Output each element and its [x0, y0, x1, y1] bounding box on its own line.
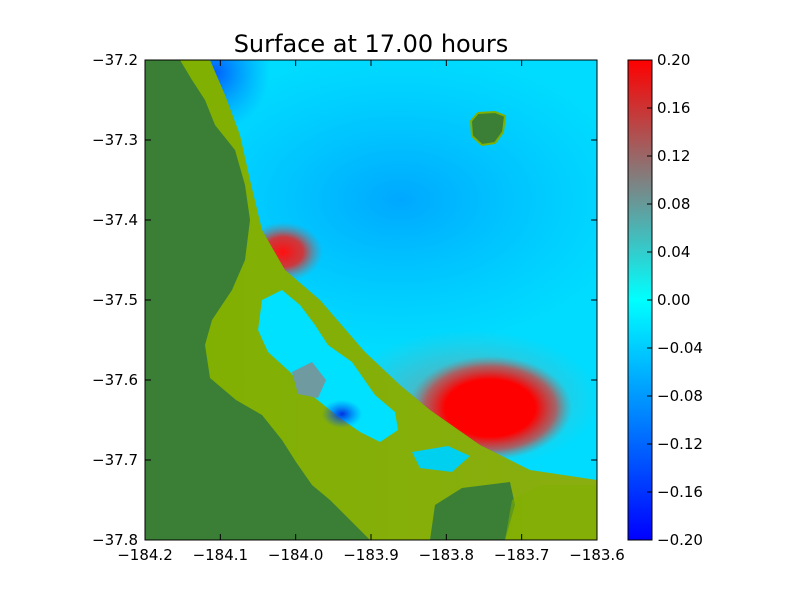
- y-axis: −37.8 −37.7 −37.6 −37.5 −37.4 −37.3 −37.2: [92, 51, 597, 549]
- x-tick-label: −184.1: [193, 546, 249, 564]
- chart-title: Surface at 17.00 hours: [234, 30, 509, 58]
- colorbar-tick-label: 0.16: [657, 99, 690, 117]
- land-dark-southeast: [430, 482, 515, 540]
- colorbar-tick-label: −0.20: [657, 531, 703, 549]
- colorbar-tick-label: 0.00: [657, 291, 690, 309]
- x-tick-label: −183.9: [343, 546, 399, 564]
- colorbar-tick-label: −0.08: [657, 387, 703, 405]
- land-dark-interior: [145, 60, 370, 540]
- land-light-southeast: [505, 485, 597, 540]
- x-tick-label: −184.2: [117, 546, 173, 564]
- y-tick-label: −37.8: [92, 531, 138, 549]
- x-tick-label: −183.6: [569, 546, 625, 564]
- harbour-deep-low: [322, 400, 362, 428]
- x-tick-label: −183.7: [494, 546, 550, 564]
- x-axis: −184.2 −184.1 −184.0 −183.9 −183.8 −183.7 −183…: [117, 60, 625, 564]
- surface-heatmap: [145, 60, 597, 540]
- colorbar-tick-label: 0.08: [657, 195, 690, 213]
- inlet-water: [412, 446, 470, 472]
- x-tick-label: −183.8: [419, 546, 475, 564]
- y-tick-label: −37.3: [92, 131, 138, 149]
- x-tick-label: −184.0: [268, 546, 324, 564]
- y-tick-label: −37.4: [92, 211, 138, 229]
- y-tick-label: −37.2: [92, 51, 138, 69]
- y-tick-label: −37.7: [92, 451, 138, 469]
- colorbar-tick-label: −0.12: [657, 435, 703, 453]
- offshore-island: [471, 112, 505, 145]
- y-tick-label: −37.6: [92, 371, 138, 389]
- colorbar-tick-label: −0.16: [657, 483, 703, 501]
- island-rim: [469, 110, 507, 147]
- harbour-water: [258, 290, 398, 442]
- colorbar-tick-label: 0.12: [657, 147, 690, 165]
- colorbar-tick-label: 0.04: [657, 243, 690, 261]
- colorbar-tick-label: 0.20: [657, 51, 690, 69]
- y-tick-label: −37.5: [92, 291, 138, 309]
- harbour-gray-patch: [292, 362, 326, 398]
- colorbar-tick-label: −0.04: [657, 339, 703, 357]
- colorbar-axis: 0.20 0.16 0.12 0.08 0.04 0.00 −0.04 −0.08 −0.12 −…: [647, 51, 703, 549]
